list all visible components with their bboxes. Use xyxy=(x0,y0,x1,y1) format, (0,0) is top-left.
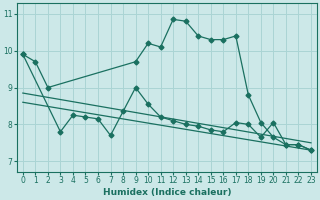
X-axis label: Humidex (Indice chaleur): Humidex (Indice chaleur) xyxy=(103,188,231,197)
